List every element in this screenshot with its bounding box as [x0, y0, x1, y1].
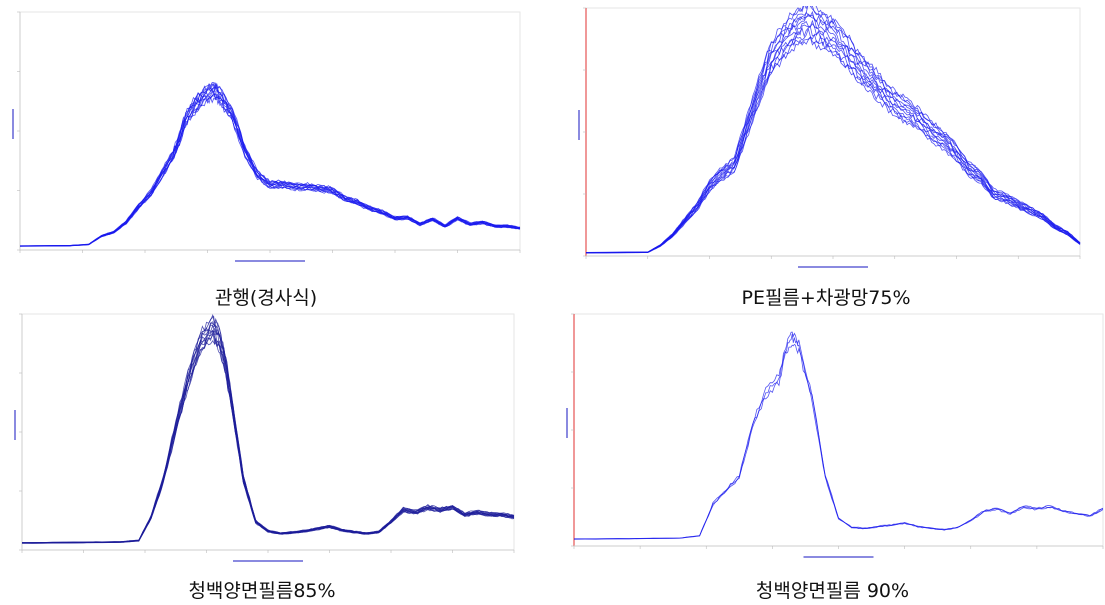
spectrum-line: [22, 315, 515, 543]
spectrum-line: [20, 88, 521, 247]
spectrum-line: [21, 332, 515, 544]
spectrum-line: [586, 23, 1081, 254]
y-axis-title-blur: [578, 110, 580, 140]
spectrum-line: [19, 96, 521, 247]
x-axis-title-blur: [233, 560, 303, 562]
chart-4: [566, 313, 1104, 558]
chart-panel-1: [8, 6, 524, 264]
chart-panel-3: [8, 310, 516, 572]
spectrum-line: [19, 82, 521, 247]
plot-frame: [21, 313, 515, 551]
spectrum-line: [19, 91, 520, 247]
spectrum-line: [585, 26, 1081, 254]
spectrum-line: [20, 85, 521, 247]
y-axis-title-blur: [12, 109, 14, 139]
chart-3: [14, 313, 515, 562]
plot-frame: [19, 11, 521, 251]
spectrum-line: [586, 36, 1081, 254]
caption-4: 청백양면필름 90%: [755, 580, 910, 602]
x-axis-title-blur: [235, 260, 305, 262]
spectrum-line: [585, 6, 1081, 253]
spectrum-line: [585, 19, 1081, 254]
chart-2: [578, 6, 1081, 268]
chart-1: [12, 11, 521, 262]
chart-panel-2: [568, 6, 1084, 272]
spectrum-line: [585, 6, 1081, 253]
spectrum-line: [586, 27, 1081, 254]
spectrum-line: [20, 86, 520, 247]
spectrum-line: [585, 6, 1081, 253]
chart-panel-4: [560, 310, 1105, 560]
spectrum-line: [573, 333, 1104, 540]
spectrum-line: [20, 81, 521, 247]
spectrum-line: [19, 90, 521, 247]
spectrum-line: [585, 10, 1081, 253]
spectrum-line: [574, 331, 1104, 540]
spectrum-line: [20, 82, 521, 247]
spectrum-line: [19, 91, 520, 247]
x-axis-title-blur: [803, 556, 874, 558]
spectrum-line: [585, 15, 1081, 254]
caption-3: 청백양면필름85%: [188, 580, 336, 602]
spectrum-line: [586, 11, 1081, 253]
y-axis-title-blur: [566, 408, 568, 438]
spectrum-line: [20, 95, 521, 247]
spectrum-line: [19, 93, 521, 247]
caption-1: 관행(경사식): [214, 287, 318, 309]
spectrum-line: [573, 343, 1104, 540]
caption-2: PE필름+차광망75%: [741, 287, 911, 309]
y-axis-title-blur: [14, 410, 16, 440]
plot-frame: [573, 313, 1104, 547]
spectrum-line: [21, 330, 515, 544]
spectrum-line: [21, 339, 515, 544]
x-axis-title-blur: [798, 266, 868, 268]
spectrum-line: [585, 36, 1081, 254]
